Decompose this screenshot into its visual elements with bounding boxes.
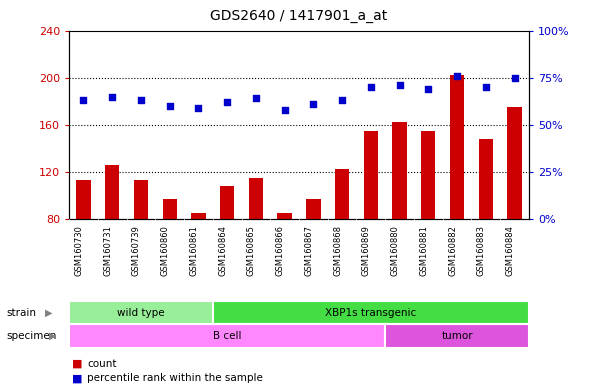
Bar bbox=[335, 169, 349, 219]
Point bbox=[452, 73, 462, 79]
Bar bbox=[76, 180, 91, 219]
Text: percentile rank within the sample: percentile rank within the sample bbox=[87, 373, 263, 383]
Text: GSM160865: GSM160865 bbox=[247, 225, 256, 276]
Text: GSM160884: GSM160884 bbox=[505, 225, 514, 276]
Text: ■: ■ bbox=[72, 373, 82, 383]
Bar bbox=[364, 131, 378, 219]
Text: count: count bbox=[87, 359, 117, 369]
Text: GSM160868: GSM160868 bbox=[333, 225, 342, 276]
Text: GSM160866: GSM160866 bbox=[276, 225, 285, 276]
Bar bbox=[478, 139, 493, 219]
Bar bbox=[392, 122, 407, 219]
Bar bbox=[385, 324, 529, 348]
Bar bbox=[134, 180, 148, 219]
Point bbox=[79, 97, 88, 103]
Bar bbox=[220, 186, 234, 219]
Text: ■: ■ bbox=[72, 359, 82, 369]
Point bbox=[366, 84, 376, 90]
Point bbox=[395, 82, 404, 88]
Text: ▶: ▶ bbox=[49, 331, 56, 341]
Bar bbox=[507, 107, 522, 219]
Point bbox=[510, 74, 519, 81]
Bar bbox=[306, 199, 320, 219]
Text: strain: strain bbox=[6, 308, 36, 318]
Text: GSM160731: GSM160731 bbox=[103, 225, 112, 276]
Bar bbox=[162, 199, 177, 219]
Point bbox=[424, 86, 433, 92]
Text: specimen: specimen bbox=[6, 331, 56, 341]
Text: GSM160867: GSM160867 bbox=[304, 225, 313, 276]
Text: ▶: ▶ bbox=[45, 308, 52, 318]
Bar bbox=[69, 301, 213, 324]
Text: GSM160882: GSM160882 bbox=[448, 225, 457, 276]
Text: XBP1s transgenic: XBP1s transgenic bbox=[325, 308, 416, 318]
Bar bbox=[450, 75, 464, 219]
Point bbox=[136, 97, 146, 103]
Text: B cell: B cell bbox=[213, 331, 242, 341]
Text: GSM160880: GSM160880 bbox=[391, 225, 400, 276]
Bar bbox=[105, 165, 120, 219]
Point bbox=[251, 95, 261, 101]
Text: GSM160881: GSM160881 bbox=[419, 225, 429, 276]
Text: GSM160864: GSM160864 bbox=[218, 225, 227, 276]
Point bbox=[165, 103, 174, 109]
Point bbox=[194, 105, 203, 111]
Text: wild type: wild type bbox=[117, 308, 165, 318]
Point bbox=[308, 101, 318, 107]
Bar bbox=[249, 178, 263, 219]
Point bbox=[108, 94, 117, 100]
Point bbox=[222, 99, 232, 105]
Text: GSM160739: GSM160739 bbox=[132, 225, 141, 276]
Text: GSM160730: GSM160730 bbox=[75, 225, 84, 276]
Bar bbox=[278, 213, 292, 219]
Bar bbox=[421, 131, 436, 219]
Point bbox=[481, 84, 490, 90]
Text: GSM160883: GSM160883 bbox=[477, 225, 486, 276]
Bar bbox=[213, 301, 529, 324]
Bar bbox=[69, 324, 385, 348]
Point bbox=[280, 107, 290, 113]
Bar bbox=[191, 213, 206, 219]
Text: GSM160860: GSM160860 bbox=[160, 225, 169, 276]
Text: tumor: tumor bbox=[441, 331, 473, 341]
Text: GSM160869: GSM160869 bbox=[362, 225, 371, 276]
Text: GDS2640 / 1417901_a_at: GDS2640 / 1417901_a_at bbox=[210, 9, 388, 23]
Text: GSM160861: GSM160861 bbox=[189, 225, 198, 276]
Point bbox=[337, 97, 347, 103]
